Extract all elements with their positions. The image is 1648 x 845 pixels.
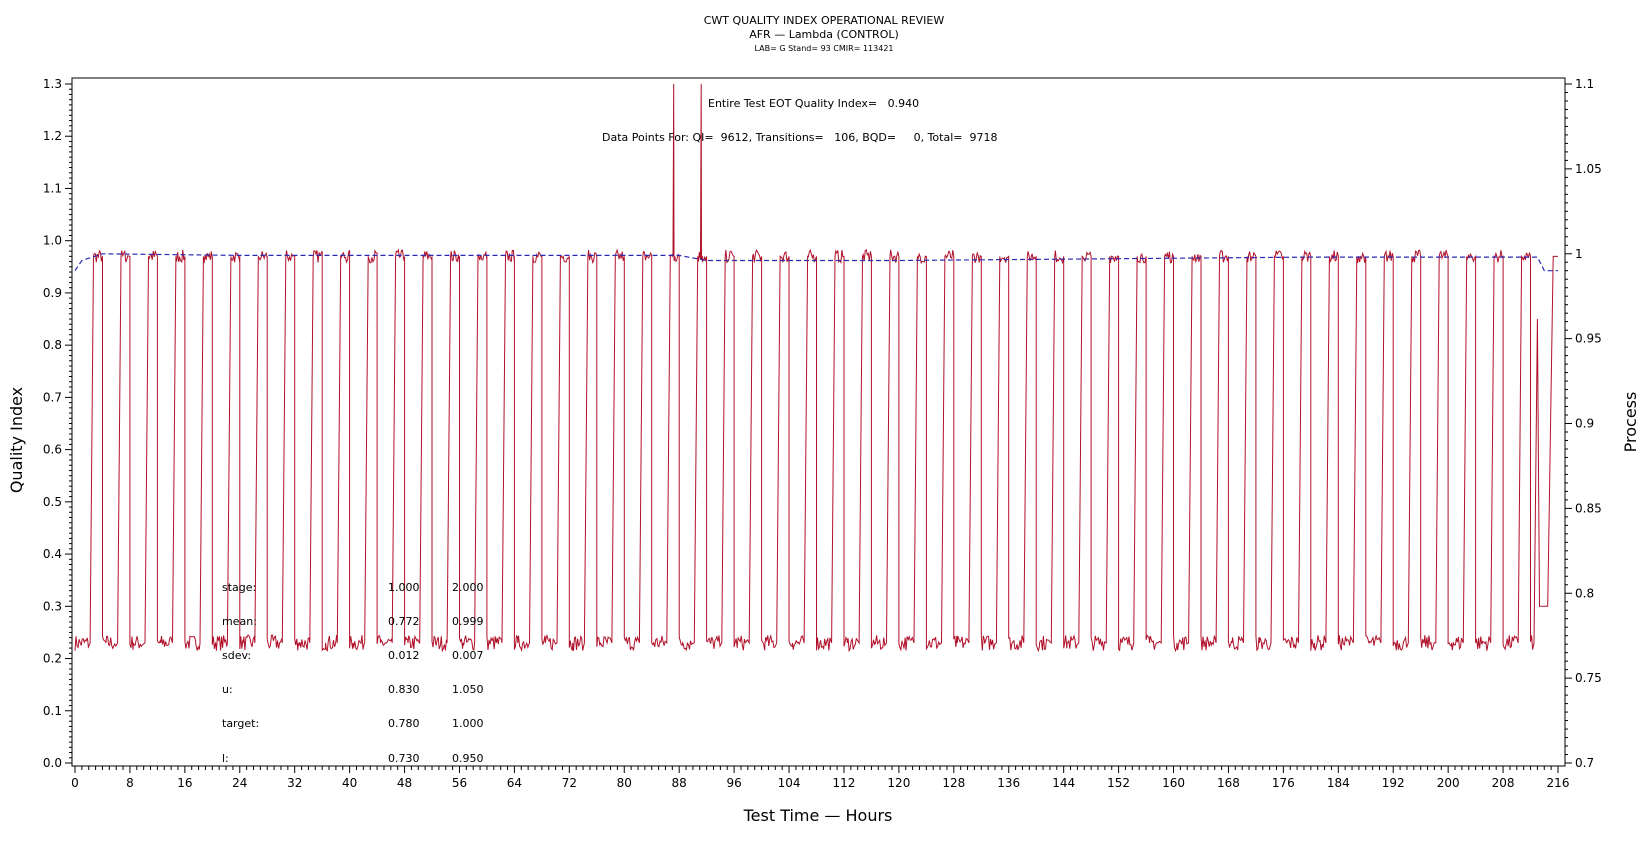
- x-tick-label: 104: [778, 776, 801, 790]
- x-tick-label: 168: [1217, 776, 1240, 790]
- y-tick-label: 0.7: [43, 390, 62, 404]
- chart-subtitle-2: LAB= G Stand= 93 CMIR= 113421: [754, 44, 893, 53]
- x-tick-label: 152: [1107, 776, 1130, 790]
- x-tick-label: 120: [887, 776, 910, 790]
- y-tick-label: 1.1: [43, 181, 62, 195]
- y2-tick-label: 0.8: [1575, 586, 1594, 600]
- y-tick-labels: 0.0 0.1 0.2 0.3 0.4 0.5 0.6 0.7 0.8 0.9 1.0 1.1 1.2 1…: [43, 77, 62, 770]
- y-tick-label: 0.8: [43, 338, 62, 352]
- y2-tick-label: 1: [1575, 247, 1583, 261]
- stats-stage2-value: 0.999: [452, 615, 484, 628]
- axis-ticks: [65, 83, 1572, 773]
- stats-stage1-value: 0.780: [388, 717, 420, 730]
- stats-stage2-value: 2.000: [452, 581, 484, 594]
- y2-tick-label: 0.85: [1575, 501, 1602, 515]
- stats-stage2-value: 1.050: [452, 683, 484, 696]
- x-tick-label: 32: [287, 776, 302, 790]
- x-tick-label: 144: [1052, 776, 1075, 790]
- x-tick-label: 200: [1437, 776, 1460, 790]
- x-tick-label: 96: [726, 776, 741, 790]
- stats-stage2-value: 0.007: [452, 649, 484, 662]
- x-tick-label: 88: [672, 776, 687, 790]
- eot-quality-index: Entire Test EOT Quality Index= 0.940: [708, 97, 919, 110]
- y-tick-label: 1.2: [43, 129, 62, 143]
- x-tick-label: 40: [342, 776, 357, 790]
- y-tick-label: 1.3: [43, 77, 62, 91]
- series-quality-index-line: [74, 83, 1558, 653]
- y-tick-label: 0.1: [43, 704, 62, 718]
- stats-row-label: stage:: [222, 581, 256, 594]
- x-tick-label: 80: [617, 776, 632, 790]
- stats-row-label: u:: [222, 683, 233, 696]
- x-tick-labels: 0 8 16 24 32 40 48 56 64 72 80 88 96 104 112 120 128 136 1…: [71, 776, 1569, 790]
- y2-tick-label: 0.9: [1575, 417, 1594, 431]
- plot-frame: [71, 77, 1566, 767]
- y-axis-label: Quality Index: [7, 387, 26, 493]
- y2-tick-label: 1.1: [1575, 77, 1594, 91]
- y-tick-label: 0.0: [43, 756, 62, 770]
- x-tick-label: 184: [1327, 776, 1350, 790]
- stats-row-label: mean:: [222, 615, 257, 628]
- y-tick-label: 0.9: [43, 286, 62, 300]
- chart-subtitle: AFR — Lambda (CONTROL): [749, 28, 899, 41]
- x-tick-label: 56: [452, 776, 467, 790]
- y2-tick-labels: 0.7 0.75 0.8 0.85 0.9 0.95 1 1.05 1.1: [1575, 77, 1602, 770]
- x-tick-label: 112: [833, 776, 856, 790]
- chart-title: CWT QUALITY INDEX OPERATIONAL REVIEW: [704, 14, 945, 27]
- x-tick-label: 8: [126, 776, 134, 790]
- x-axis-label: Test Time — Hours: [743, 806, 893, 825]
- x-tick-label: 24: [232, 776, 247, 790]
- stats-row-label: target:: [222, 717, 259, 730]
- y2-axis-label: Process: [1621, 392, 1640, 453]
- y2-tick-label: 1.05: [1575, 162, 1602, 176]
- stats-row-label: sdev:: [222, 649, 251, 662]
- x-tick-label: 128: [942, 776, 965, 790]
- x-tick-label: 160: [1162, 776, 1185, 790]
- y2-tick-label: 0.7: [1575, 756, 1594, 770]
- y-tick-label: 0.4: [43, 547, 62, 561]
- stats-stage1-value: 0.830: [388, 683, 420, 696]
- y-tick-label: 0.6: [43, 443, 62, 457]
- data-points-summary: Data Points For: QI= 9612, Transitions= …: [602, 131, 997, 144]
- x-tick-label: 176: [1272, 776, 1295, 790]
- stats-stage1-value: 0.730: [388, 752, 420, 765]
- stats-stage1-value: 0.772: [388, 615, 420, 628]
- x-tick-label: 136: [997, 776, 1020, 790]
- x-tick-label: 72: [562, 776, 577, 790]
- y-tick-label: 1.0: [43, 234, 62, 248]
- x-tick-label: 192: [1382, 776, 1405, 790]
- x-tick-label: 64: [507, 776, 522, 790]
- y2-tick-label: 0.75: [1575, 671, 1602, 685]
- x-tick-label: 0: [71, 776, 79, 790]
- x-tick-label: 208: [1492, 776, 1515, 790]
- stats-stage2-value: 1.000: [452, 717, 484, 730]
- y2-tick-label: 0.95: [1575, 332, 1602, 346]
- x-tick-label: 216: [1547, 776, 1570, 790]
- y-tick-label: 0.2: [43, 652, 62, 666]
- stats-stage1-value: 1.000: [388, 581, 420, 594]
- x-tick-label: 16: [177, 776, 192, 790]
- y-tick-label: 0.3: [43, 599, 62, 613]
- series-process-line: [74, 253, 1558, 272]
- stats-stage1-value: 0.012: [388, 649, 420, 662]
- x-tick-label: 48: [397, 776, 412, 790]
- stats-row-label: l:: [222, 752, 229, 765]
- stats-stage2-value: 0.950: [452, 752, 484, 765]
- stats-table: stage: 1.000 2.000 mean: 0.772 0.999 sdev: 0.01…: [222, 581, 484, 765]
- y-tick-label: 0.5: [43, 495, 62, 509]
